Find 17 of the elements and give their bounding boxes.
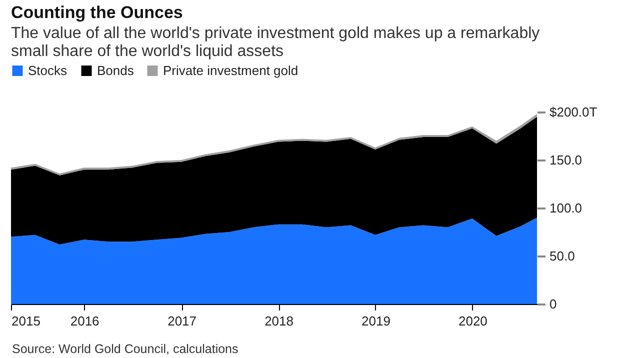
x-tick-label: 2015 — [12, 314, 40, 328]
source-note: Source: World Gold Council, calculations — [12, 342, 240, 356]
chart-title: Counting the Ounces — [11, 3, 183, 22]
x-tick-label: 2018 — [264, 314, 294, 328]
y-tick-label: $200.0T — [550, 104, 598, 120]
y-tick-label: 50.0 — [550, 248, 575, 264]
x-tick-label: 2019 — [362, 314, 390, 328]
legend-label: Private investment gold — [163, 62, 298, 78]
legend-label: Bonds — [97, 62, 134, 78]
chart-subtitle: The value of all the world's private investment gold makes up a remarkably small share of the world's liquid assets — [11, 25, 540, 60]
y-tick-label: 0 — [550, 296, 557, 312]
x-tick-label: 2017 — [168, 314, 197, 328]
y-tick-label: 150.0 — [550, 152, 582, 168]
legend-label: Stocks — [28, 62, 68, 78]
y-tick-label: 100.0 — [550, 200, 582, 216]
x-tick-label: 2020 — [458, 314, 488, 328]
x-tick-label: 2016 — [70, 314, 100, 328]
